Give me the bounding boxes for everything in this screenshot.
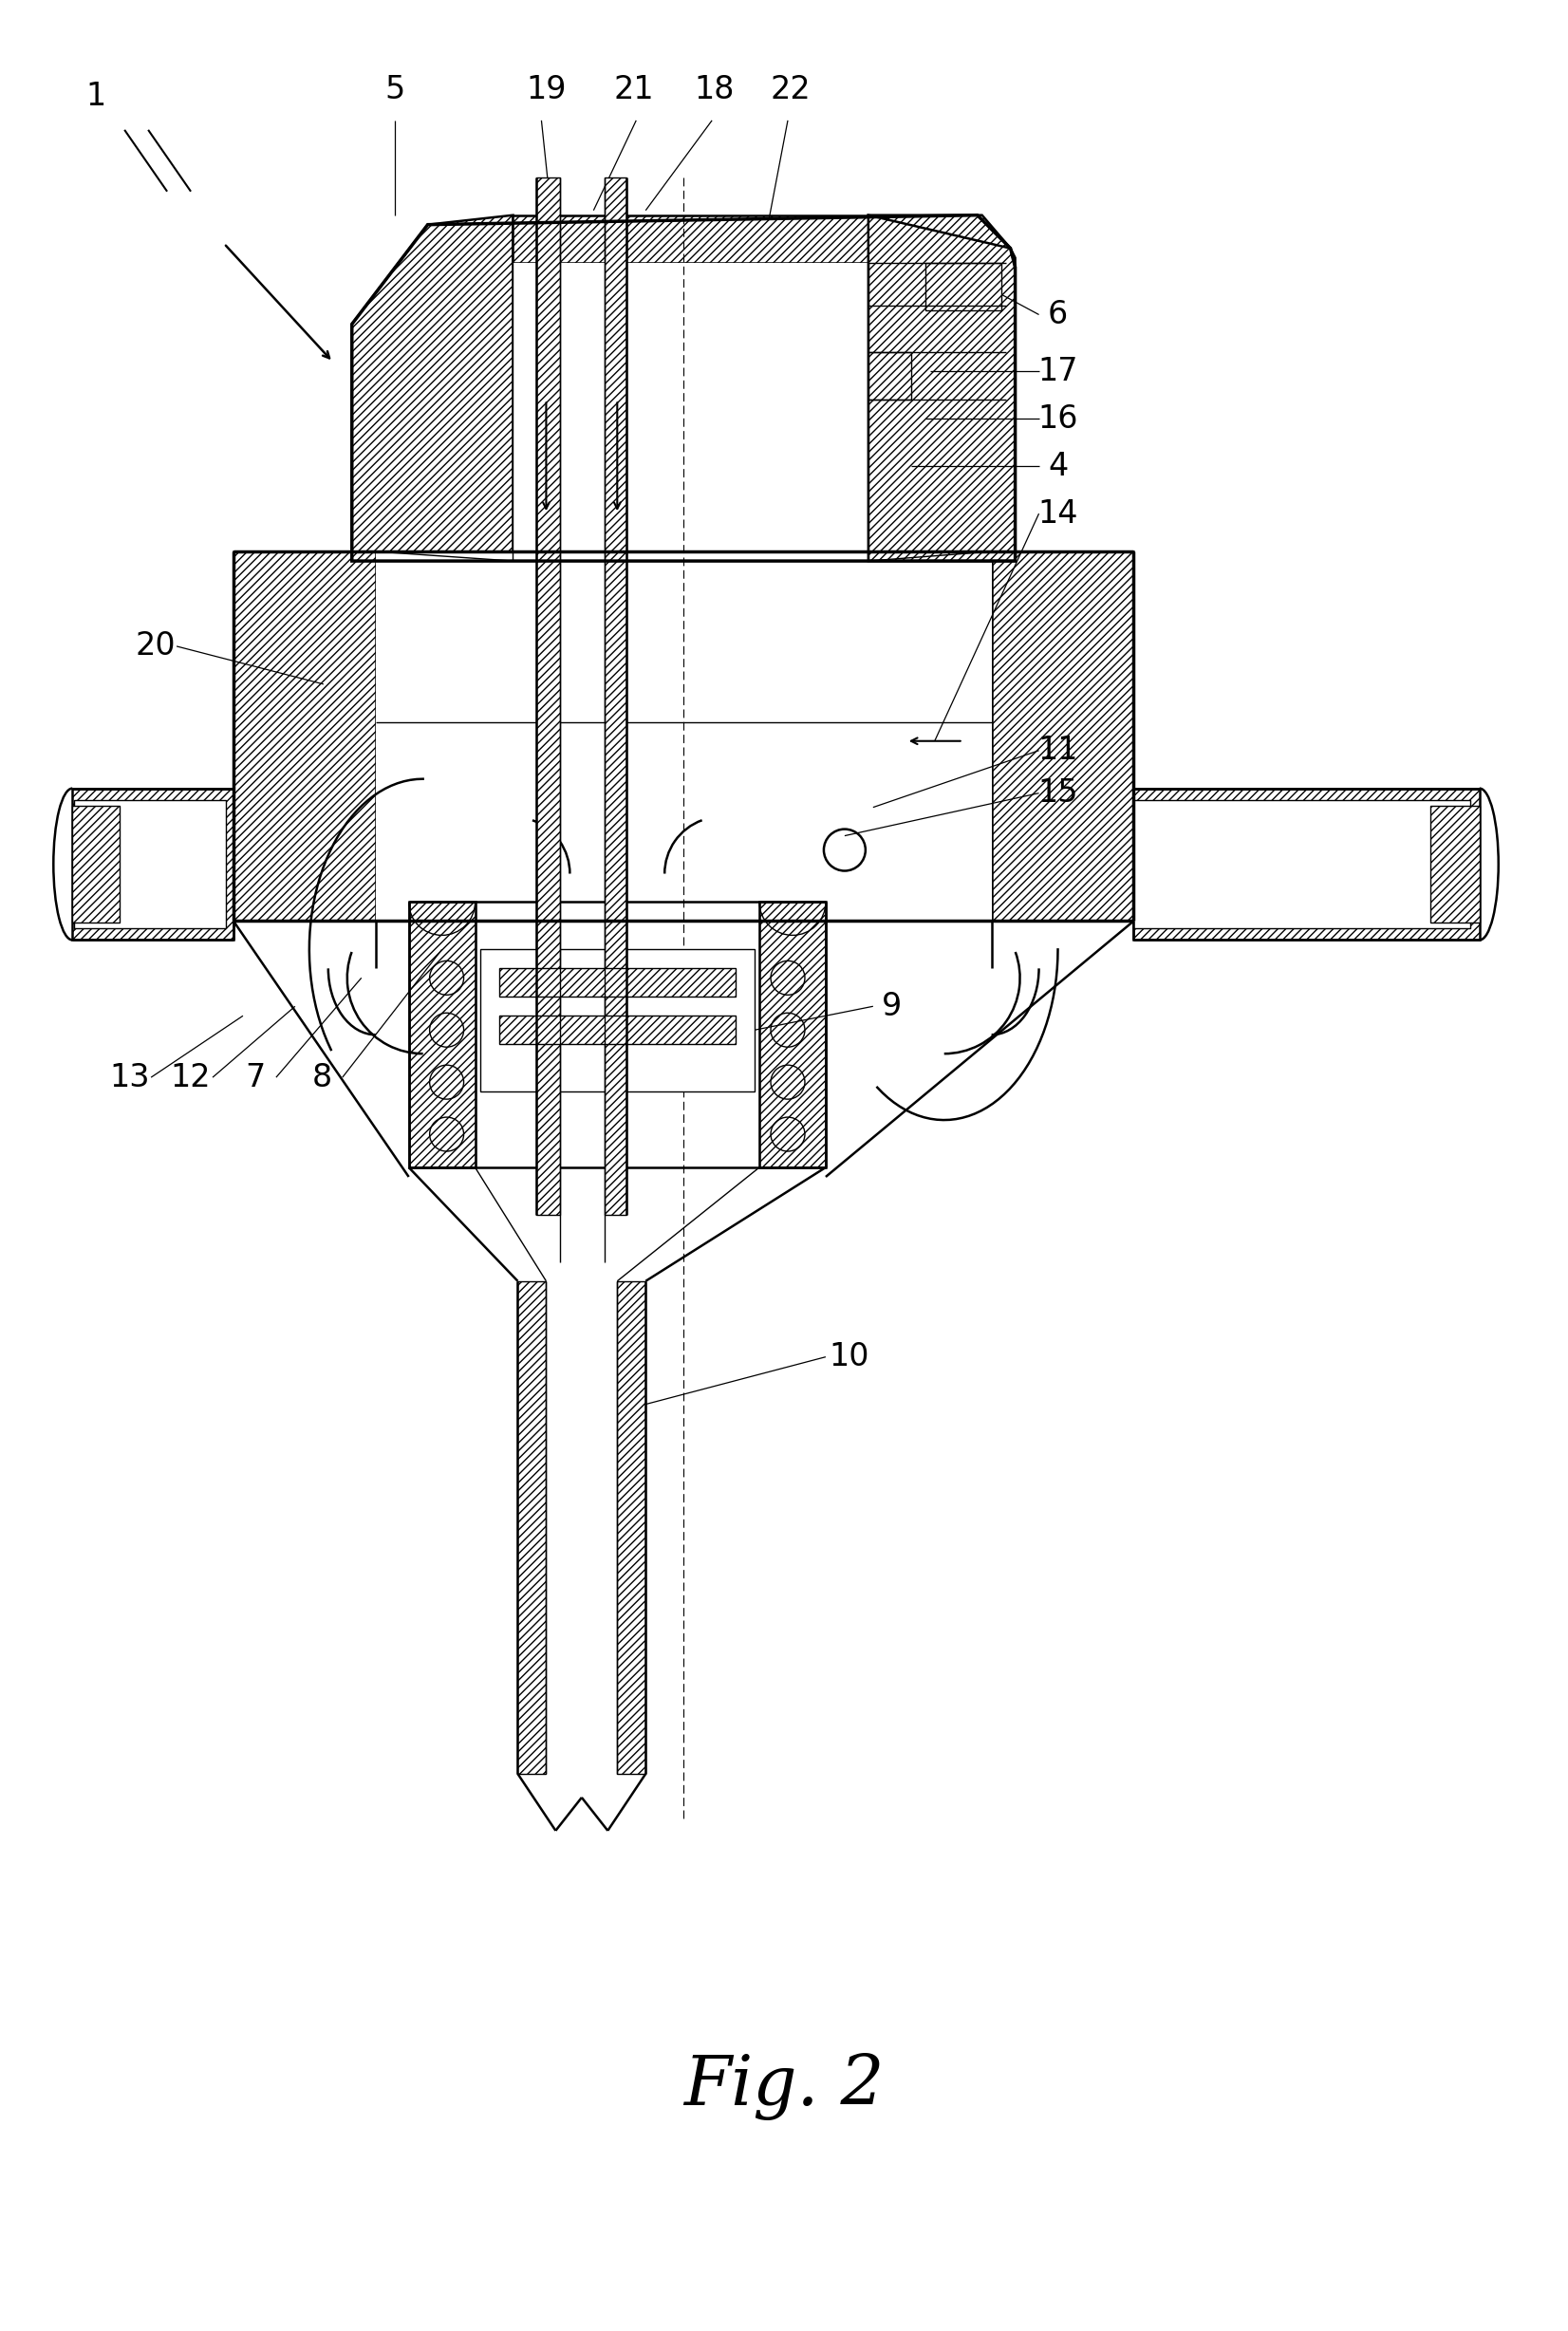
Polygon shape [536,177,560,1214]
Bar [376,552,991,921]
Text: 12: 12 [171,1061,212,1093]
Polygon shape [1430,807,1480,923]
Text: 19: 19 [525,75,566,105]
Text: 20: 20 [135,632,176,662]
Text: 8: 8 [312,1061,331,1093]
Bar [74,800,226,928]
Text: 18: 18 [693,75,734,105]
Bar [1134,800,1471,928]
Text: 6: 6 [1047,298,1068,331]
Text: 17: 17 [1038,357,1079,387]
Polygon shape [618,1282,646,1774]
Text: 15: 15 [1038,779,1079,809]
Polygon shape [234,552,376,921]
Bar [513,263,869,562]
Polygon shape [513,214,869,263]
Polygon shape [72,807,119,923]
Text: Fig. 2: Fig. 2 [684,2054,884,2121]
Text: 9: 9 [881,991,902,1021]
Polygon shape [991,552,1134,921]
Bar [925,263,1000,310]
Text: 14: 14 [1038,499,1079,529]
Text: 5: 5 [384,75,405,105]
Text: 13: 13 [110,1061,149,1093]
Text: 10: 10 [829,1340,870,1373]
Polygon shape [605,177,627,1214]
Polygon shape [409,902,475,1168]
Text: 4: 4 [1047,450,1068,483]
Polygon shape [1134,788,1480,939]
Text: 7: 7 [245,1061,265,1093]
Text: 16: 16 [1038,403,1079,434]
Polygon shape [759,902,826,1168]
Polygon shape [517,1282,546,1774]
Polygon shape [351,214,513,562]
Polygon shape [869,214,1014,562]
Polygon shape [72,788,234,939]
Bar [499,967,735,998]
Bar [480,949,754,1091]
Text: 21: 21 [615,75,654,105]
Polygon shape [869,214,1014,562]
Text: 11: 11 [1038,734,1079,767]
Bar [499,1016,735,1044]
Text: 1: 1 [86,82,107,112]
Text: 22: 22 [770,75,811,105]
